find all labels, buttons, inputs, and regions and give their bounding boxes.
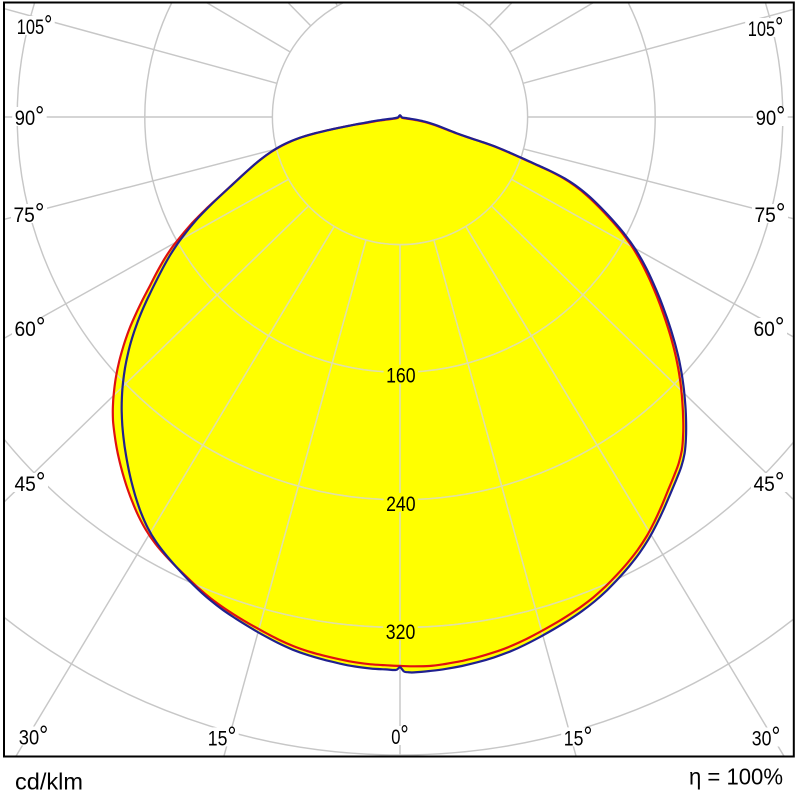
- svg-text:75°: 75°: [755, 198, 786, 228]
- svg-text:105°: 105°: [748, 12, 784, 42]
- svg-text:cd/klm: cd/klm: [15, 769, 83, 795]
- svg-text:15°: 15°: [564, 721, 593, 751]
- svg-text:45°: 45°: [754, 467, 785, 497]
- svg-text:90°: 90°: [15, 101, 45, 131]
- svg-text:240: 240: [386, 492, 416, 516]
- svg-text:30°: 30°: [19, 720, 49, 750]
- svg-text:0°: 0°: [391, 720, 409, 750]
- svg-text:60°: 60°: [754, 312, 785, 342]
- svg-text:60°: 60°: [15, 312, 46, 342]
- svg-text:45°: 45°: [15, 467, 46, 497]
- svg-text:75°: 75°: [14, 198, 45, 228]
- svg-text:η = 100%: η = 100%: [689, 764, 783, 790]
- svg-text:30°: 30°: [752, 721, 781, 751]
- svg-text:90°: 90°: [756, 101, 786, 131]
- svg-text:105°: 105°: [17, 10, 53, 40]
- svg-text:15°: 15°: [208, 721, 237, 751]
- svg-text:320: 320: [386, 620, 416, 644]
- svg-text:160: 160: [386, 364, 416, 388]
